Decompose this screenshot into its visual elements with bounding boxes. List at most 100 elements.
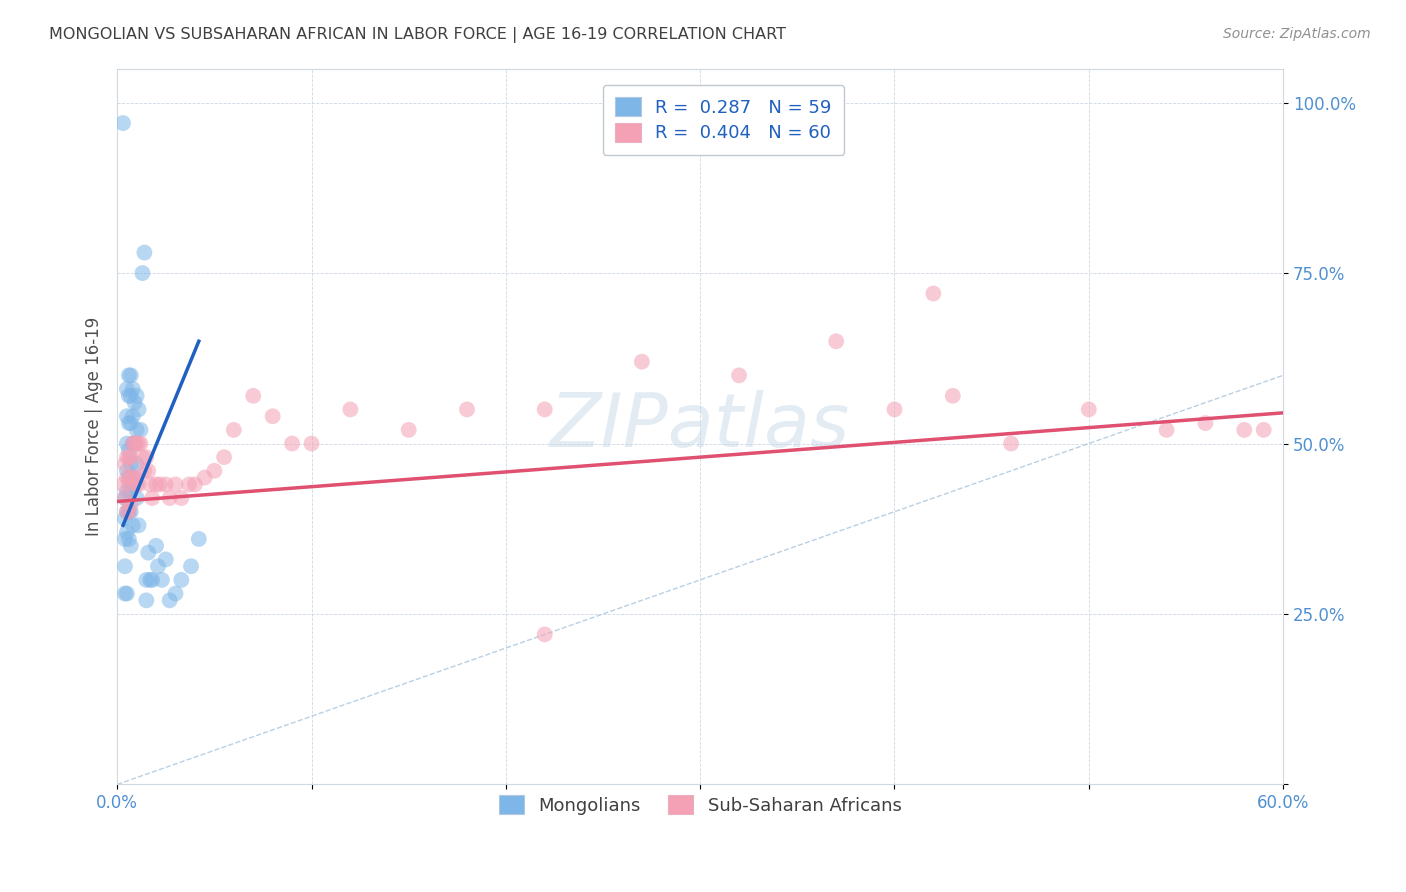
Point: [631, 354, 654, 368]
Point: [180, 559, 202, 574]
Point: [1233, 423, 1256, 437]
Y-axis label: In Labor Force | Age 16-19: In Labor Force | Age 16-19: [86, 317, 103, 536]
Point: [922, 286, 945, 301]
Point: [125, 423, 148, 437]
Point: [155, 552, 177, 566]
Point: [139, 477, 162, 491]
Point: [194, 470, 217, 484]
Point: [134, 464, 156, 478]
Point: [146, 559, 169, 574]
Point: [128, 436, 150, 450]
Point: [120, 505, 142, 519]
Point: [118, 389, 141, 403]
Point: [128, 518, 150, 533]
Point: [120, 389, 142, 403]
Point: [262, 409, 284, 424]
Point: [141, 573, 163, 587]
Point: [120, 498, 142, 512]
Point: [184, 477, 207, 491]
Point: [129, 436, 152, 450]
Point: [120, 484, 142, 499]
Point: [159, 491, 181, 505]
Point: [125, 389, 148, 403]
Point: [121, 436, 143, 450]
Point: [281, 436, 304, 450]
Point: [136, 464, 159, 478]
Point: [121, 518, 143, 533]
Point: [141, 491, 163, 505]
Point: [125, 491, 148, 505]
Point: [165, 477, 187, 491]
Point: [118, 368, 141, 383]
Point: [114, 491, 136, 505]
Point: [242, 389, 264, 403]
Point: [115, 525, 138, 540]
Point: [533, 627, 555, 641]
Point: [1253, 423, 1275, 437]
Point: [118, 505, 141, 519]
Point: [118, 505, 141, 519]
Point: [120, 416, 142, 430]
Point: [339, 402, 361, 417]
Point: [170, 491, 193, 505]
Point: [124, 470, 146, 484]
Point: [120, 457, 142, 471]
Point: [118, 416, 141, 430]
Point: [155, 477, 177, 491]
Point: [120, 539, 142, 553]
Point: [125, 457, 148, 471]
Point: [115, 470, 138, 484]
Point: [115, 409, 138, 424]
Point: [1077, 402, 1099, 417]
Point: [114, 491, 136, 505]
Point: [1156, 423, 1178, 437]
Point: [301, 436, 323, 450]
Point: [115, 505, 138, 519]
Point: [115, 505, 138, 519]
Point: [114, 511, 136, 525]
Point: [942, 389, 965, 403]
Point: [177, 477, 200, 491]
Point: [121, 477, 143, 491]
Text: Source: ZipAtlas.com: Source: ZipAtlas.com: [1223, 27, 1371, 41]
Point: [114, 457, 136, 471]
Point: [114, 586, 136, 600]
Point: [149, 477, 172, 491]
Point: [124, 395, 146, 409]
Point: [170, 573, 193, 587]
Point: [121, 382, 143, 396]
Point: [114, 559, 136, 574]
Point: [118, 450, 141, 465]
Point: [1194, 416, 1216, 430]
Point: [120, 450, 142, 465]
Point: [121, 409, 143, 424]
Point: [121, 470, 143, 484]
Point: [222, 423, 245, 437]
Point: [118, 470, 141, 484]
Point: [124, 436, 146, 450]
Point: [118, 477, 141, 491]
Point: [728, 368, 751, 383]
Point: [128, 402, 150, 417]
Point: [135, 593, 157, 607]
Point: [187, 532, 209, 546]
Point: [115, 382, 138, 396]
Point: [124, 470, 146, 484]
Point: [136, 546, 159, 560]
Point: [165, 586, 187, 600]
Point: [115, 450, 138, 465]
Point: [115, 586, 138, 600]
Point: [212, 450, 235, 465]
Point: [145, 539, 167, 553]
Point: [150, 573, 173, 587]
Point: [129, 423, 152, 437]
Point: [115, 464, 138, 478]
Legend: Mongolians, Sub-Saharan Africans: Mongolians, Sub-Saharan Africans: [488, 784, 912, 825]
Point: [128, 477, 150, 491]
Point: [124, 436, 146, 450]
Point: [202, 464, 225, 478]
Text: MONGOLIAN VS SUBSAHARAN AFRICAN IN LABOR FORCE | AGE 16-19 CORRELATION CHART: MONGOLIAN VS SUBSAHARAN AFRICAN IN LABOR…: [49, 27, 786, 43]
Point: [111, 477, 134, 491]
Point: [883, 402, 905, 417]
Text: ZIPatlas: ZIPatlas: [550, 391, 851, 462]
